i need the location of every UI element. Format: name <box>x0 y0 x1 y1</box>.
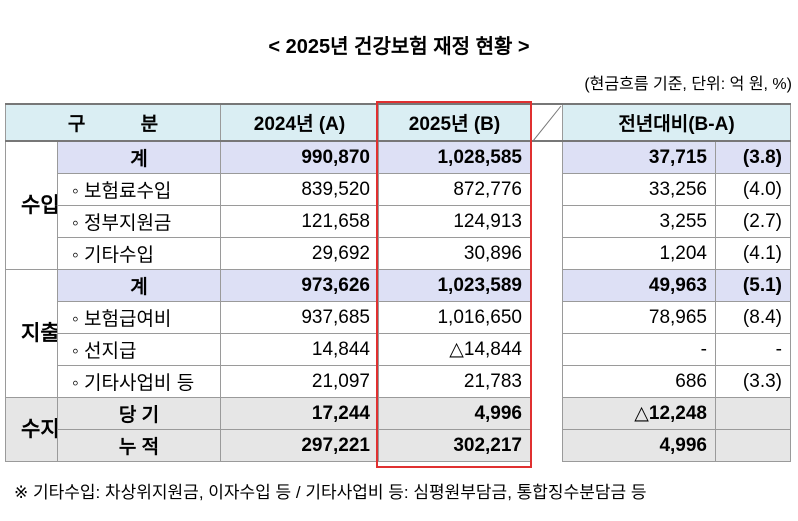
value-2025: 1,023,589 <box>378 269 531 302</box>
value-2025: 1,028,585 <box>378 140 531 174</box>
group-text: 수지 <box>21 417 58 441</box>
value-2025: 4,996 <box>378 397 531 430</box>
diff: 4,996 <box>562 429 716 462</box>
row: ◦ 보험료수입 839,520 872,776 33,256 (4.0) <box>6 173 791 206</box>
header-row: 구 분 2024년 (A) 2025년 (B) 전년대비(B-A) <box>5 103 791 142</box>
header-cell: 구 분 <box>5 103 221 142</box>
gap <box>530 141 563 174</box>
row-label: ◦ 선지급 <box>57 333 221 366</box>
group-label: 수입 <box>5 140 58 270</box>
row: ◦ 기타수입 29,692 30,896 1,204 (4.1) <box>6 237 791 270</box>
header-cell: 2024년 (A) <box>220 103 379 142</box>
pct: (3.3) <box>715 365 791 398</box>
group-label: 지출 <box>5 269 58 398</box>
group-text: 수입 <box>21 193 58 217</box>
pct: (5.1) <box>715 269 791 302</box>
gap <box>530 333 563 366</box>
pct: (3.8) <box>715 140 791 174</box>
pct: (2.7) <box>715 205 791 238</box>
row-label: ◦ 정부지원금 <box>57 205 221 238</box>
pct <box>715 397 791 430</box>
value-2025: 30,896 <box>378 237 531 270</box>
gap <box>530 205 563 238</box>
row: ◦ 선지급 14,844 △14,844- - <box>6 333 791 366</box>
row: ◦ 정부지원금 121,658 124,913 3,255 (2.7) <box>6 205 791 238</box>
row-label: 누 적 <box>57 429 221 462</box>
diff: 3,255 <box>562 205 716 238</box>
diff: △12,248 <box>562 397 716 430</box>
gap <box>530 237 563 270</box>
pct: (8.4) <box>715 301 791 334</box>
gap <box>530 173 563 206</box>
value-2024: 973,626 <box>220 269 379 302</box>
diff: 33,256 <box>562 173 716 206</box>
value-2024: 990,870 <box>220 140 379 174</box>
value-2024: 121,658 <box>220 205 379 238</box>
value-2024: 937,685 <box>220 301 379 334</box>
row: 수입 계 990,870 1,028,585 37,715 (3.8) <box>5 140 791 270</box>
group-text: 지출 <box>21 321 58 345</box>
value-2024: 29,692 <box>220 237 379 270</box>
value-2025: 872,776 <box>378 173 531 206</box>
pct <box>715 429 791 462</box>
pct: - <box>715 333 791 366</box>
group-label: 수지 <box>5 397 58 462</box>
gap <box>530 365 563 398</box>
value-2024: 17,244 <box>220 397 379 430</box>
diff: - <box>562 333 716 366</box>
diagonal <box>533 106 562 139</box>
gap <box>530 103 563 142</box>
gap <box>530 269 563 302</box>
value-2025: △14,844 <box>378 333 531 366</box>
diff: 37,715 <box>562 140 716 174</box>
pct: (4.0) <box>715 173 791 206</box>
footnote: ※ 기타수입: 차상위지원금, 이자수입 등 / 기타사업비 등: 심평원부담금… <box>14 483 647 502</box>
pct: (4.1) <box>715 237 791 270</box>
unit-note: (현금흐름 기준, 단위: 억 원, %) <box>584 76 792 93</box>
value-2024: 21,097 <box>220 365 379 398</box>
value-2025: 21,783 <box>378 365 531 398</box>
value-2025: 124,913 <box>378 205 531 238</box>
row-label: 당 기 <box>57 397 221 430</box>
value-2025: 1,016,650 <box>378 301 531 334</box>
row: ◦ 기타사업비 등 21,097 21,783 686 (3.3) <box>6 365 791 398</box>
row: ◦ 보험급여비 937,685 1,016,650 78,965 (8.4) <box>6 301 791 334</box>
gap <box>530 301 563 334</box>
row: 누 적 297,221 302,217 4,996 <box>6 429 791 462</box>
gap <box>530 429 563 462</box>
title: < 2025년 건강보험 재정 현황 > <box>268 36 530 58</box>
row-label: 계 <box>57 269 221 302</box>
row-label: ◦ 기타사업비 등 <box>57 365 221 398</box>
row-label: ◦ 기타수입 <box>57 237 221 270</box>
finance-table: 구 분 2024년 (A) 2025년 (B) 전년대비(B-A) 수입 계 990,870… <box>5 103 791 462</box>
value-2025: 302,217 <box>378 429 531 462</box>
diff: 78,965 <box>562 301 716 334</box>
gap <box>530 397 563 430</box>
value-2024: 14,844 <box>220 333 379 366</box>
value-2024: 297,221 <box>220 429 379 462</box>
header-cell: 2025년 (B) <box>378 103 531 142</box>
row-label: ◦ 보험급여비 <box>57 301 221 334</box>
diff: 686 <box>562 365 716 398</box>
header-cell: 전년대비(B-A) <box>562 103 791 142</box>
diff: 1,204 <box>562 237 716 270</box>
row: 수지 당 기 17,244 4,996 △12,248 <box>5 397 791 462</box>
diff: 49,963 <box>562 269 716 302</box>
row-label: 계 <box>57 140 221 174</box>
row: 지출 계 973,626 1,023,589 49,963 (5.1) <box>5 269 791 398</box>
value-2024: 839,520 <box>220 173 379 206</box>
row-label: ◦ 보험료수입 <box>57 173 221 206</box>
